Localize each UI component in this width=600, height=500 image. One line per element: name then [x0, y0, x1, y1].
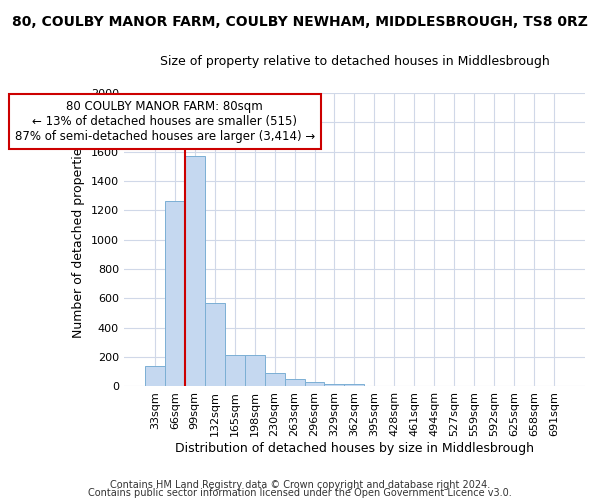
Text: Contains public sector information licensed under the Open Government Licence v3: Contains public sector information licen… — [88, 488, 512, 498]
Bar — [265, 372, 284, 386]
Y-axis label: Number of detached properties: Number of detached properties — [73, 141, 85, 338]
Text: 80 COULBY MANOR FARM: 80sqm
← 13% of detached houses are smaller (515)
87% of se: 80 COULBY MANOR FARM: 80sqm ← 13% of det… — [14, 100, 315, 143]
Bar — [284, 379, 305, 386]
Bar — [245, 355, 265, 386]
Bar — [305, 382, 325, 386]
Bar — [205, 304, 224, 386]
Bar — [325, 384, 344, 386]
Text: Contains HM Land Registry data © Crown copyright and database right 2024.: Contains HM Land Registry data © Crown c… — [110, 480, 490, 490]
Bar — [224, 355, 245, 386]
Bar — [145, 366, 165, 386]
Bar — [344, 384, 364, 386]
Text: 80, COULBY MANOR FARM, COULBY NEWHAM, MIDDLESBROUGH, TS8 0RZ: 80, COULBY MANOR FARM, COULBY NEWHAM, MI… — [12, 15, 588, 29]
X-axis label: Distribution of detached houses by size in Middlesbrough: Distribution of detached houses by size … — [175, 442, 534, 455]
Bar — [165, 200, 185, 386]
Bar — [185, 156, 205, 386]
Title: Size of property relative to detached houses in Middlesbrough: Size of property relative to detached ho… — [160, 55, 550, 68]
